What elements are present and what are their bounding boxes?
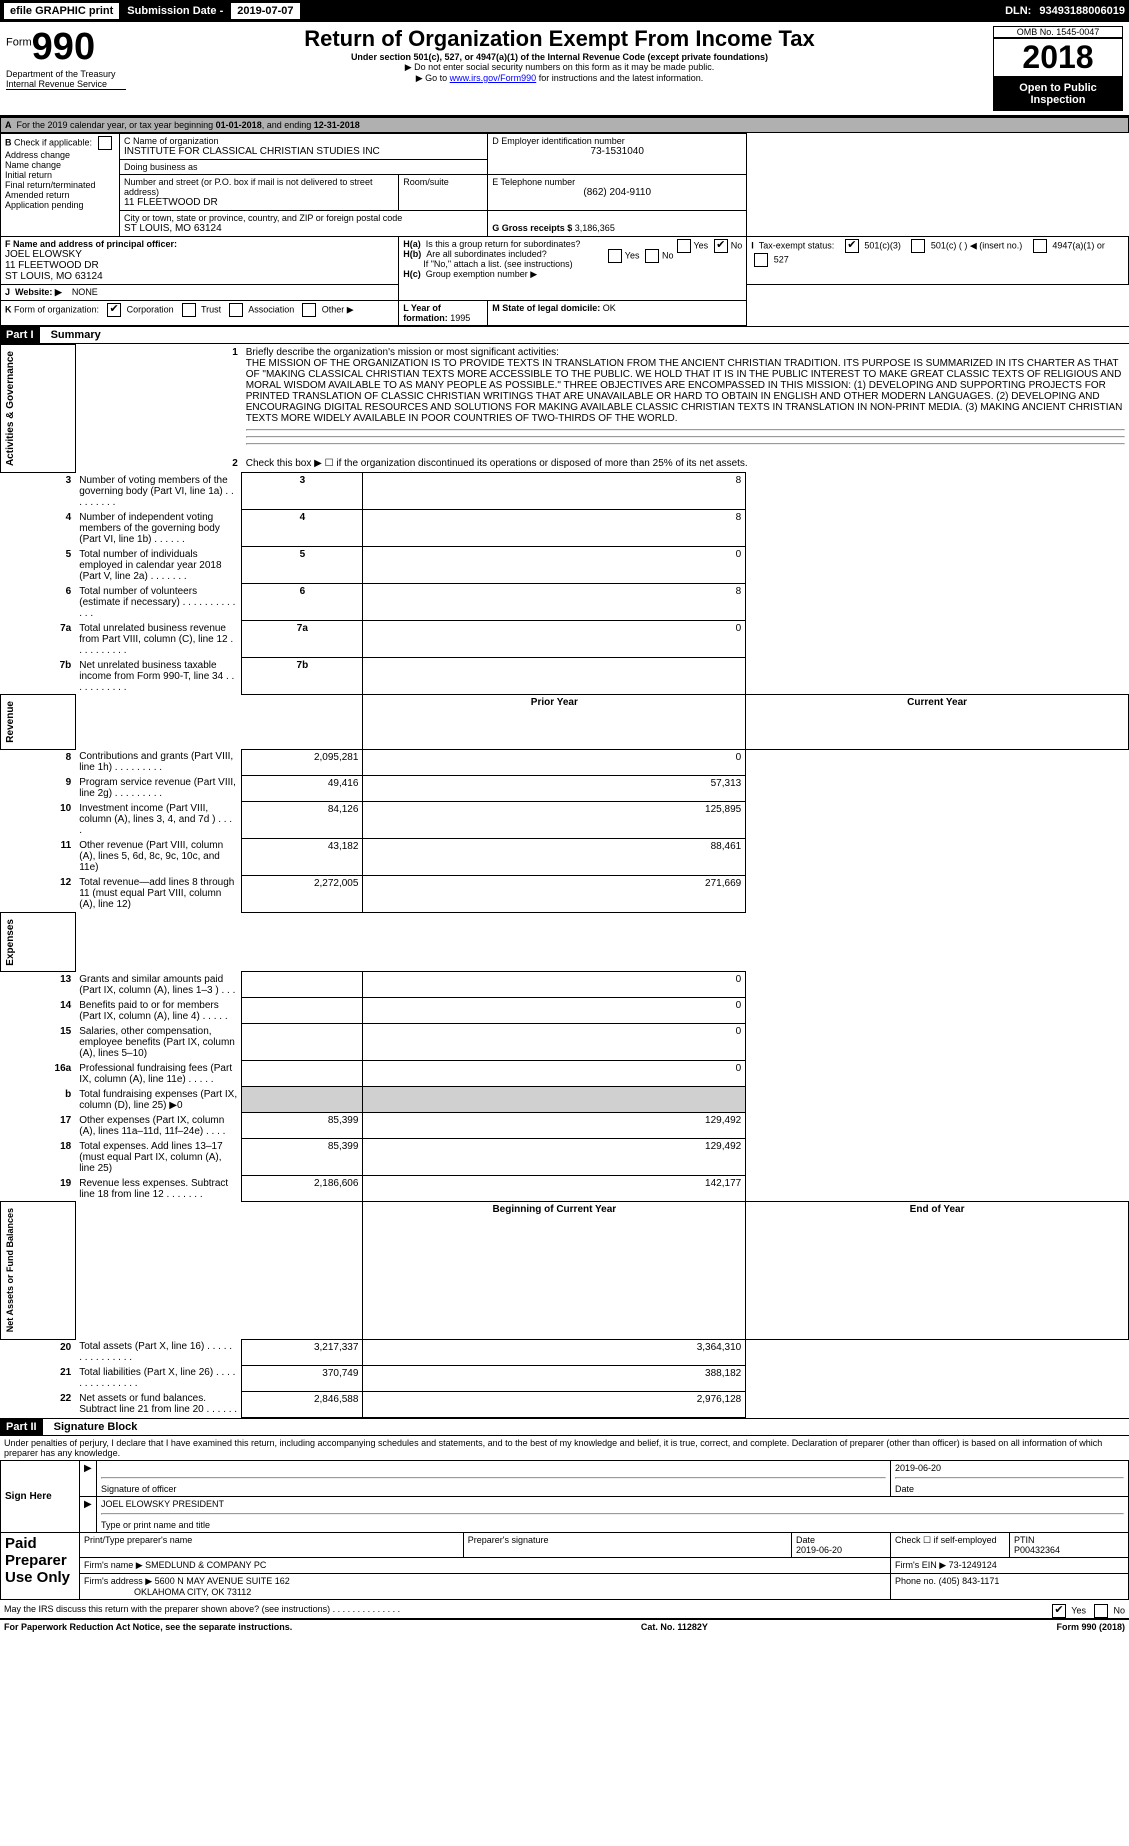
ha-yes[interactable] [677,239,691,253]
b-item: Address change [5,150,115,160]
top-bar: efile GRAPHIC print Submission Date - 20… [0,0,1129,22]
money-row: 14Benefits paid to or for members (Part … [1,998,1129,1024]
mission: THE MISSION OF THE ORGANIZATION IS TO PR… [246,358,1123,424]
hb-no[interactable] [645,249,659,263]
c-label: C Name of organization [124,136,483,146]
money-row: 12Total revenue—add lines 8 through 11 (… [1,875,1129,912]
money-row: bTotal fundraising expenses (Part IX, co… [1,1087,1129,1113]
tab-expenses: Expenses [5,915,16,970]
gov-row: 7bNet unrelated business taxable income … [1,658,1129,695]
firm-name: SMEDLUND & COMPANY PC [145,1560,266,1570]
note2: ▶ Go to www.irs.gov/Form990 for instruct… [138,73,981,84]
perjury: Under penalties of perjury, I declare th… [0,1436,1129,1460]
open-public: Open to Public Inspection [993,77,1123,111]
prep-phone: (405) 843-1171 [939,1576,1000,1586]
gov-row: 4Number of independent voting members of… [1,510,1129,547]
money-row: 8Contributions and grants (Part VIII, li… [1,749,1129,775]
city: ST LOUIS, MO 63124 [124,223,483,234]
subdate-label: Submission Date - [127,5,223,17]
footer-form: Form 990 (2018) [1056,1622,1125,1632]
street: 11 FLEETWOOD DR [124,197,394,208]
officer-name: JOEL ELOWSKY [5,249,394,260]
sig-date: 2019-06-20 [895,1463,941,1473]
omb: OMB No. 1545-0047 [993,26,1123,38]
checkbox-applicable[interactable] [98,136,112,150]
dept: Department of the Treasury [6,69,126,79]
domicile: OK [603,303,616,313]
footer-cat: Cat. No. 11282Y [292,1622,1056,1632]
money-row: 19Revenue less expenses. Subtract line 1… [1,1176,1129,1202]
subdate: 2019-07-07 [231,3,299,19]
header-table: B Check if applicable: Address changeNam… [0,133,1129,326]
money-row: 15Salaries, other compensation, employee… [1,1024,1129,1061]
money-row: 22Net assets or fund balances. Subtract … [1,1391,1129,1417]
efile-btn[interactable]: efile GRAPHIC print [4,3,119,19]
gross-receipts: 3,186,365 [575,223,615,233]
money-row: 17Other expenses (Part IX, column (A), l… [1,1113,1129,1139]
irs: Internal Revenue Service [6,79,126,90]
tab-governance: Activities & Governance [5,347,16,470]
part1-table: Activities & Governance 1 Briefly descri… [0,344,1129,1418]
org-name: INSTITUTE FOR CLASSICAL CHRISTIAN STUDIE… [124,146,483,157]
paid-preparer: Paid Preparer Use Only [1,1532,80,1599]
dln-label: DLN: [1005,5,1031,17]
part1-title: Summary [43,329,101,341]
ha-no[interactable] [714,239,728,253]
cb-corp[interactable] [107,303,121,317]
money-row: 13Grants and similar amounts paid (Part … [1,972,1129,998]
ptin: P00432364 [1014,1545,1060,1555]
money-row: 16aProfessional fundraising fees (Part I… [1,1061,1129,1087]
b-item: Final return/terminated [5,180,115,190]
dba: Doing business as [120,160,488,175]
cb-501c3[interactable] [845,239,859,253]
discuss-yes[interactable] [1052,1604,1066,1618]
phone: (862) 204-9110 [492,187,742,198]
gov-row: 7aTotal unrelated business revenue from … [1,621,1129,658]
sign-here: Sign Here [1,1460,80,1532]
b-item: Initial return [5,170,115,180]
website: NONE [72,287,98,297]
ein: 73-1531040 [492,146,742,157]
money-row: 18Total expenses. Add lines 13–17 (must … [1,1139,1129,1176]
money-row: 11Other revenue (Part VIII, column (A), … [1,838,1129,875]
officer: JOEL ELOWSKY PRESIDENT [101,1499,224,1509]
money-row: 20Total assets (Part X, line 16) . . . .… [1,1339,1129,1365]
dln: 93493188006019 [1039,5,1125,17]
f-label: F Name and address of principal officer: [5,239,177,249]
gov-row: 3Number of voting members of the governi… [1,473,1129,510]
part1-tag: Part I [0,327,40,343]
signature-table: Sign Here ▶ Signature of officer 2019-06… [0,1460,1129,1600]
form-990: Form990 [6,26,126,69]
tab-revenue: Revenue [5,697,16,747]
note1: ▶ Do not enter social security numbers o… [138,62,981,73]
tax-year: 2018 [993,38,1123,77]
year-formed: 1995 [450,313,470,323]
line-a: A For the 2019 calendar year, or tax yea… [0,117,1129,133]
money-row: 21Total liabilities (Part X, line 26) . … [1,1365,1129,1391]
form990-link[interactable]: www.irs.gov/Form990 [450,73,537,83]
part2-tag: Part II [0,1419,43,1435]
b-item: Application pending [5,200,115,210]
gov-row: 6Total number of volunteers (estimate if… [1,584,1129,621]
money-row: 10Investment income (Part VIII, column (… [1,801,1129,838]
discuss-no[interactable] [1094,1604,1108,1618]
page-title: Return of Organization Exempt From Incom… [138,26,981,52]
room: Room/suite [399,175,488,211]
b-item: Amended return [5,190,115,200]
footer-pra: For Paperwork Reduction Act Notice, see … [4,1622,292,1632]
firm-ein: 73-1249124 [949,1560,997,1570]
d-label: D Employer identification number [492,136,742,146]
subtitle: Under section 501(c), 527, or 4947(a)(1)… [138,52,981,62]
b-item: Name change [5,160,115,170]
gov-row: 5Total number of individuals employed in… [1,547,1129,584]
hb-yes[interactable] [608,249,622,263]
money-row: 9Program service revenue (Part VIII, lin… [1,775,1129,801]
tab-netassets: Net Assets or Fund Balances [5,1204,15,1336]
